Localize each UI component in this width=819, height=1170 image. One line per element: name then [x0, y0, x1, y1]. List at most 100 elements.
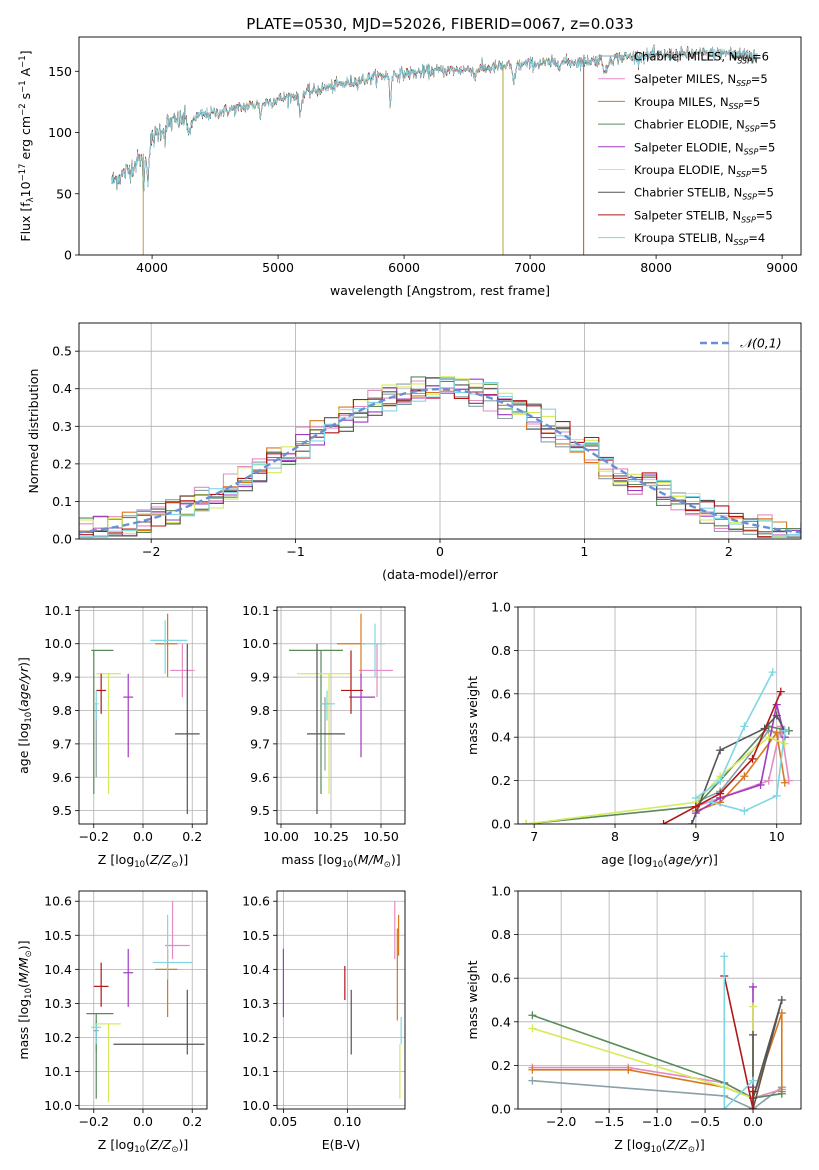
x-axis-label: E(B-V) — [322, 1137, 361, 1152]
weight-marker — [768, 668, 777, 677]
y-tick-label: 9.7 — [250, 736, 270, 751]
weight-marker — [749, 1030, 758, 1039]
errorbar-point — [155, 613, 178, 678]
errorbar-point — [93, 962, 109, 1007]
weight-marker — [780, 726, 789, 735]
plot-area-residuals — [79, 376, 801, 538]
weight-marker — [777, 1089, 786, 1098]
plot-area-mass-vs-EBV — [282, 901, 402, 1099]
plot-area-age-vs-Z — [91, 613, 200, 814]
weight-marker — [749, 1105, 758, 1109]
y-axis-label: mass weight — [465, 676, 480, 755]
y-tick-label: 10.5 — [44, 928, 72, 943]
y-tick-label: 9.5 — [250, 803, 270, 818]
y-tick-label: 10.4 — [242, 962, 270, 977]
weight-line — [695, 671, 774, 799]
weight-marker — [720, 952, 729, 961]
y-tick-label: 9.9 — [250, 670, 270, 685]
y-tick-label: 100 — [48, 125, 72, 140]
figure-title: PLATE=0530, MJD=52026, FIBERID=0067, z=0… — [246, 15, 633, 33]
plot-area-massweight-vs-Z — [528, 952, 786, 1109]
legend-label: 𝒩(0,1) — [740, 336, 782, 351]
weight-marker — [691, 793, 700, 802]
x-tick-label: 1 — [580, 544, 588, 559]
weight-marker — [740, 772, 749, 781]
y-tick-label: 10.0 — [242, 636, 270, 651]
weight-series — [691, 668, 777, 802]
y-tick-label: 10.4 — [44, 962, 72, 977]
y-axis-label: mass [log10(M/M⊙)] — [16, 940, 34, 1059]
y-tick-label: 150 — [48, 64, 72, 79]
axes-frame — [276, 890, 406, 1110]
errorbar-point — [165, 901, 190, 960]
errorbar-point — [341, 650, 363, 714]
weight-marker — [624, 1065, 633, 1074]
x-tick-label: 0.2 — [182, 1114, 202, 1129]
y-tick-label: 10.1 — [44, 1064, 72, 1079]
x-tick-label: −0.2 — [79, 829, 109, 844]
errorbar-point — [170, 643, 195, 698]
x-tick-label: −2 — [142, 544, 160, 559]
weight-marker — [687, 820, 696, 824]
y-tick-label: 0.4 — [491, 1014, 511, 1029]
y-tick-label: 10.0 — [44, 1098, 72, 1113]
errorbar-point — [307, 643, 345, 814]
x-tick-label: 8 — [611, 829, 619, 844]
y-tick-label: 10.2 — [44, 1030, 72, 1045]
y-axis-label: age [log10(age/yr)] — [16, 657, 34, 774]
axes-residuals: −2 −1 0 1 2 0.0 0.1 0.2 0.3 0.4 0.5 (data-model)/er… — [26, 322, 802, 582]
x-tick-label: 7 — [530, 829, 538, 844]
weight-line — [752, 999, 783, 1109]
weight-marker — [780, 778, 789, 787]
x-tick-label: 0.0 — [133, 1114, 153, 1129]
weight-line — [532, 1079, 783, 1109]
x-axis-label: Z [log10(Z/Z⊙)] — [98, 852, 188, 870]
axes-frame — [517, 606, 802, 825]
weight-line — [723, 975, 754, 1109]
weight-marker — [776, 687, 785, 696]
x-tick-label: 10.00 — [263, 829, 299, 844]
axes-mass-vs-Z: −0.2 0.0 0.2 10.0 10.1 10.2 10.3 10.4 10.5 10.6 Z … — [16, 890, 208, 1155]
errorbar-point — [93, 1023, 121, 1103]
weight-marker — [528, 1065, 537, 1074]
y-tick-label: 0.8 — [491, 643, 511, 658]
weight-marker — [749, 1002, 758, 1011]
axes-massweight-vs-Z: −2.0 −1.5 −1.0 −0.5 0.0 0.0 0.2 0.4 0.6 0.8 1.0 mas… — [465, 884, 802, 1155]
weight-marker — [749, 1076, 758, 1085]
errorbar-point — [123, 673, 134, 758]
y-tick-label: 0.8 — [491, 927, 511, 942]
axes-age-vs-Z: −0.2 0.0 0.2 9.5 9.6 9.7 9.8 9.9 10.0 10.1 Z [log1… — [16, 603, 208, 870]
y-tick-label: 1.0 — [491, 600, 511, 615]
y-tick-label: 0.4 — [491, 730, 511, 745]
plot-area-massweight-vs-age — [522, 668, 793, 824]
legend-label: Chabrier STELIB, NSSP=5 — [634, 186, 774, 202]
weight-marker — [691, 802, 700, 811]
axes-frame — [78, 322, 802, 540]
errorbar-point — [123, 948, 134, 1007]
weight-marker — [528, 1076, 537, 1085]
weight-marker — [748, 754, 757, 763]
y-tick-label: 0.0 — [52, 532, 72, 547]
axes-frame — [78, 890, 208, 1110]
errorbar-point — [361, 623, 385, 678]
y-tick-label: 10.1 — [44, 603, 72, 618]
x-tick-label: 9 — [692, 829, 700, 844]
x-tick-label: 0.10 — [333, 1114, 361, 1129]
y-tick-label: 10.6 — [242, 894, 270, 909]
weight-marker — [780, 739, 789, 748]
y-axis-label: mass weight — [465, 960, 480, 1039]
x-tick-label: 0.0 — [743, 1114, 763, 1129]
weight-marker — [772, 728, 781, 737]
y-tick-label: 9.8 — [52, 703, 72, 718]
y-tick-label: 0.3 — [52, 419, 72, 434]
y-tick-label: 0.0 — [491, 1102, 511, 1117]
legend-label: Salpeter MILES, NSSP=5 — [634, 72, 768, 88]
axes-frame — [78, 606, 208, 825]
y-tick-label: 10.1 — [242, 1064, 270, 1079]
legend-label: Chabrier MILES, NSSP=6 — [634, 50, 769, 66]
legend: Chabrier MILES, NSSP=6 Salpeter MILES, NS… — [598, 50, 776, 247]
x-axis-label: Z [log10(Z/Z⊙)] — [98, 1137, 188, 1155]
axes-massweight-vs-age: 7 8 9 10 0.0 0.2 0.4 0.6 0.8 1.0 mass weight age [l… — [465, 600, 802, 870]
axes-frame — [517, 890, 802, 1110]
